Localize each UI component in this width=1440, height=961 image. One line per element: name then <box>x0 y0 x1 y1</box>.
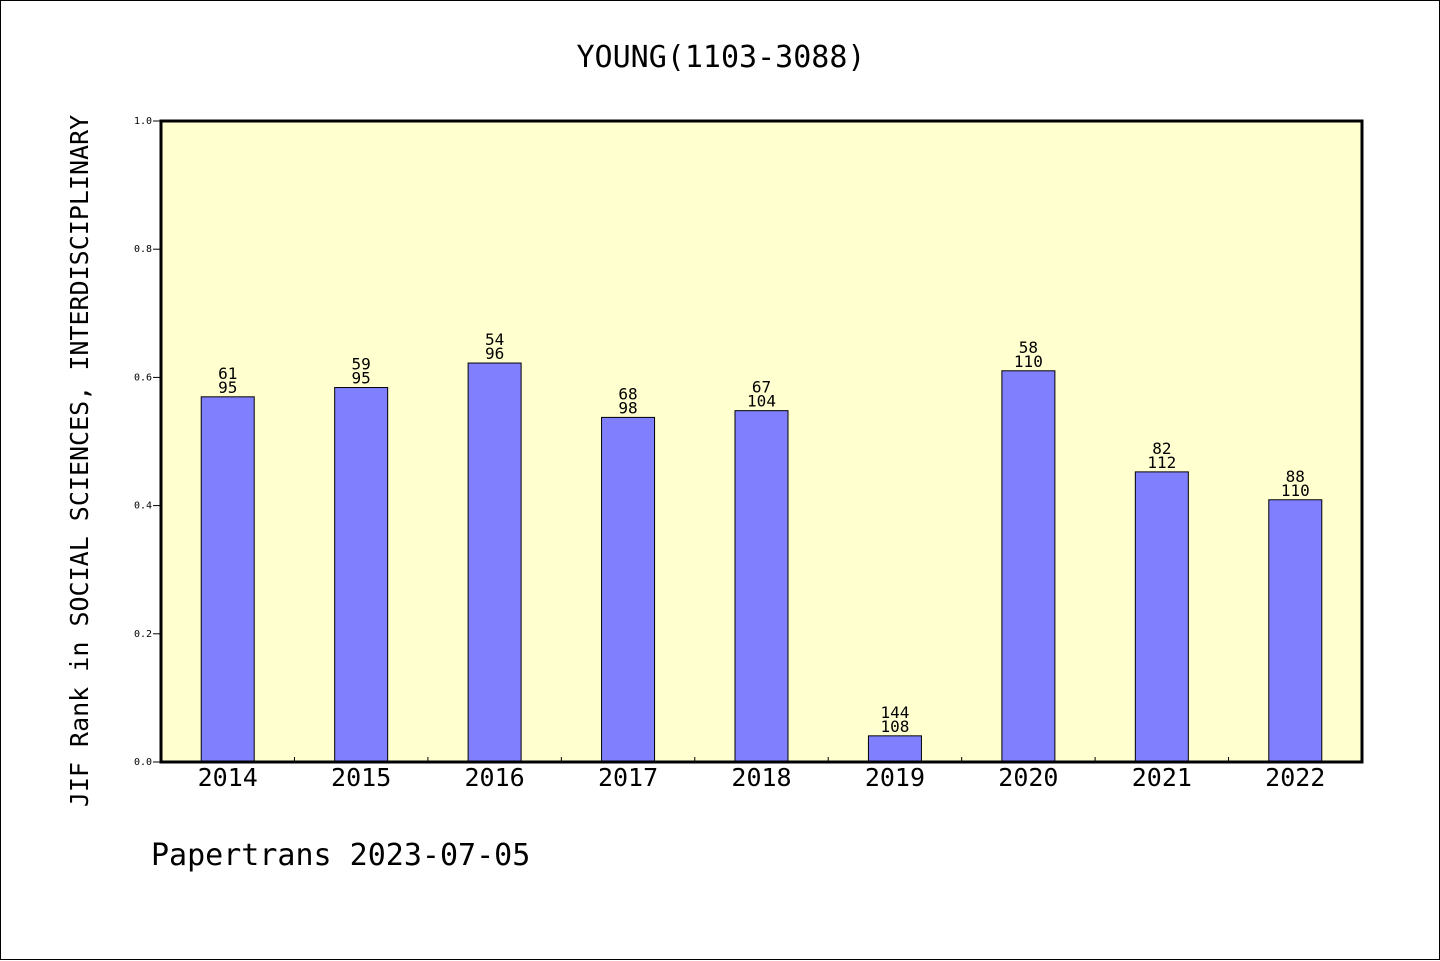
y-axis-ticks: 0.0 0.2 0.4 0.6 0.8 1.0 <box>134 116 161 768</box>
bar <box>867 735 922 763</box>
x-tick-label: 2018 <box>731 763 791 792</box>
bar <box>334 387 389 763</box>
bar-total-label: 108 <box>880 717 909 736</box>
x-axis-categories: 2014 2015 2016 2017 2018 2019 2020 2021 2022 <box>198 757 1325 792</box>
y-tick-label: 1.0 <box>134 116 152 127</box>
bar-rank-label: 54 <box>485 330 504 349</box>
x-tick-label: 2017 <box>598 763 658 792</box>
bar-rank-label: 68 <box>618 384 637 403</box>
y-tick-label: 0.8 <box>134 244 152 255</box>
bar <box>1001 370 1056 763</box>
bar <box>601 416 656 763</box>
bar-total-label: 112 <box>1147 453 1176 472</box>
bars: 6195599554966898671041441085811082112881… <box>200 330 1323 763</box>
bar-rank-label: 67 <box>752 378 771 397</box>
y-axis-label: JIF Rank in SOCIAL SCIENCES, INTERDISCIP… <box>65 115 94 807</box>
x-tick-label: 2015 <box>331 763 391 792</box>
bar-total-label: 104 <box>747 392 776 411</box>
bar <box>200 396 255 763</box>
bar <box>1134 471 1189 763</box>
x-tick-label: 2022 <box>1265 763 1325 792</box>
x-tick-label: 2016 <box>465 763 525 792</box>
y-tick-label: 0.0 <box>134 757 152 768</box>
plot-border <box>159 119 1364 764</box>
footer-note: Papertrans 2023-07-05 <box>151 838 530 873</box>
chart-title: YOUNG(1103-3088) <box>577 40 866 75</box>
x-tick-label: 2021 <box>1132 763 1192 792</box>
bar-total-label: 95 <box>218 378 237 397</box>
bar-total-label: 110 <box>1014 352 1043 371</box>
x-tick-label: 2019 <box>865 763 925 792</box>
bar-rank-label: 59 <box>352 355 371 374</box>
y-tick-label: 0.2 <box>134 629 152 640</box>
bar <box>1268 499 1323 763</box>
x-tick-label: 2014 <box>198 763 258 792</box>
bar <box>734 410 789 763</box>
bar-total-label: 95 <box>352 369 371 388</box>
bar <box>467 362 522 763</box>
y-tick-label: 0.6 <box>134 372 152 383</box>
bar-rank-label: 58 <box>1019 338 1038 357</box>
bar-rank-label: 88 <box>1286 467 1305 486</box>
bar-total-label: 110 <box>1281 481 1310 500</box>
bar-rank-label: 144 <box>880 703 909 722</box>
x-tick-label: 2020 <box>998 763 1058 792</box>
y-tick-label: 0.4 <box>134 501 152 512</box>
bar-rank-label: 82 <box>1152 439 1171 458</box>
bar-total-label: 96 <box>485 344 504 363</box>
bar-rank-label: 61 <box>218 364 237 383</box>
bar-total-label: 98 <box>618 398 637 417</box>
